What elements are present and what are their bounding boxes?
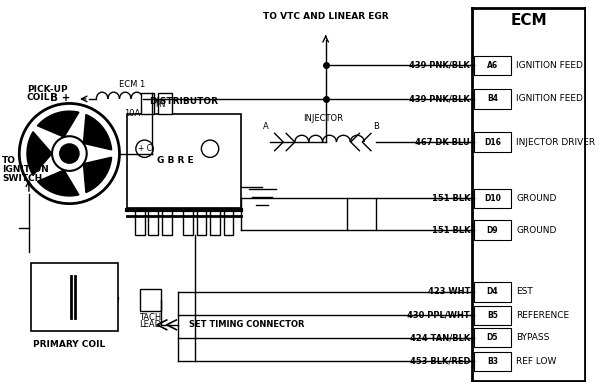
Text: B +: B +: [50, 93, 71, 103]
Text: 467 DK BLU: 467 DK BLU: [415, 138, 470, 147]
Text: ECM 1: ECM 1: [119, 80, 145, 89]
Text: SET TIMING CONNECTOR: SET TIMING CONNECTOR: [189, 320, 305, 329]
Text: IGNITION FEED: IGNITION FEED: [516, 61, 583, 70]
Text: GROUND: GROUND: [516, 226, 557, 235]
Text: LEAD: LEAD: [139, 320, 161, 329]
Text: D4: D4: [486, 287, 498, 296]
Bar: [474, 305, 511, 325]
Text: PRIMARY COIL: PRIMARY COIL: [33, 340, 106, 349]
Text: B4: B4: [487, 95, 498, 103]
Circle shape: [60, 144, 79, 163]
Text: REF LOW: REF LOW: [516, 357, 557, 366]
Circle shape: [19, 103, 120, 204]
Text: 439 PNK/BLK: 439 PNK/BLK: [409, 61, 470, 70]
Text: 424 TAN/BLK: 424 TAN/BLK: [410, 333, 470, 342]
Text: A: A: [263, 121, 269, 131]
Text: 430 PPL/WHT: 430 PPL/WHT: [407, 311, 470, 320]
Polygon shape: [83, 114, 112, 150]
Text: TACH: TACH: [139, 312, 162, 322]
Text: INJECTOR: INJECTOR: [303, 114, 343, 123]
Text: TO VTC AND LINEAR EGR: TO VTC AND LINEAR EGR: [263, 12, 389, 21]
Bar: [474, 328, 511, 347]
Text: B3: B3: [487, 357, 498, 366]
Bar: [135, 209, 145, 235]
Text: 151 BLK: 151 BLK: [432, 226, 470, 235]
Bar: [148, 209, 158, 235]
Bar: [474, 132, 511, 152]
Polygon shape: [37, 111, 79, 137]
Bar: [162, 209, 171, 235]
Bar: [224, 209, 233, 235]
Bar: [474, 189, 511, 208]
Bar: [196, 209, 206, 235]
Text: B: B: [373, 121, 379, 131]
Text: 439 PNK/BLK: 439 PNK/BLK: [409, 95, 470, 103]
Text: D16: D16: [484, 138, 501, 147]
Text: IGNITION: IGNITION: [2, 165, 49, 174]
Text: D9: D9: [486, 226, 498, 235]
Bar: [474, 352, 511, 371]
Circle shape: [52, 136, 87, 171]
Text: INJECTOR DRIVER: INJECTOR DRIVER: [516, 138, 596, 147]
Text: IGNITION FEED: IGNITION FEED: [516, 95, 583, 103]
Text: 151 BLK: 151 BLK: [432, 194, 470, 203]
Polygon shape: [27, 132, 52, 175]
Bar: [183, 209, 193, 235]
Bar: [474, 282, 511, 301]
Text: A6: A6: [487, 61, 498, 70]
Bar: [474, 221, 511, 240]
Text: D5: D5: [486, 333, 498, 342]
Bar: [347, 198, 376, 230]
Text: DISTRIBUTOR: DISTRIBUTOR: [150, 97, 218, 106]
Text: EST: EST: [516, 287, 533, 296]
Text: REFERENCE: REFERENCE: [516, 311, 570, 320]
Bar: [474, 56, 511, 75]
Polygon shape: [83, 157, 112, 193]
Text: COIL: COIL: [27, 93, 50, 102]
Bar: [31, 263, 117, 331]
Text: BYPASS: BYPASS: [516, 333, 550, 342]
Bar: [210, 209, 219, 235]
Text: GROUND: GROUND: [516, 194, 557, 203]
Polygon shape: [37, 170, 79, 196]
Text: PN: PN: [155, 100, 165, 109]
Bar: [140, 93, 154, 114]
Text: 423 WHT: 423 WHT: [428, 287, 470, 296]
Bar: [474, 89, 511, 109]
Text: 453 BLK/RED: 453 BLK/RED: [410, 357, 470, 366]
Bar: [127, 114, 241, 209]
Text: G B R E: G B R E: [157, 156, 194, 165]
Text: ECM: ECM: [511, 13, 547, 28]
Bar: [158, 93, 171, 114]
Text: 10A: 10A: [124, 109, 140, 117]
Text: SWITCH: SWITCH: [2, 173, 42, 182]
Text: TO: TO: [2, 156, 16, 165]
Text: + C: + C: [137, 144, 151, 153]
Text: PICK-UP: PICK-UP: [27, 85, 67, 94]
Bar: [140, 289, 161, 310]
Text: D10: D10: [484, 194, 501, 203]
Text: B5: B5: [487, 311, 498, 320]
